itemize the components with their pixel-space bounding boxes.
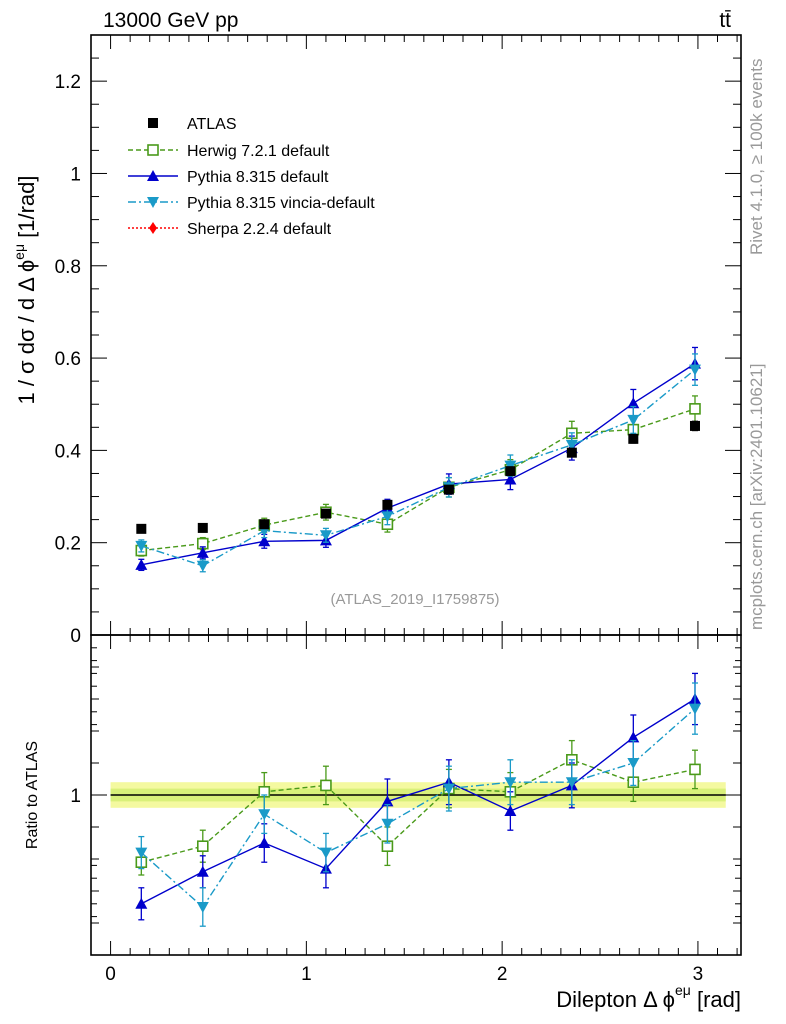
main-point-pythia-8-315-default (627, 397, 640, 409)
x-tick-label: 3 (693, 964, 704, 985)
ratio-point-pythia-8-315-default (381, 795, 394, 807)
ratio-point-pythia-8-315-default (627, 731, 640, 743)
rivet-version-label: Rivet 4.1.0, ≥ 100k events (747, 59, 766, 255)
x-title-suffix: [rad] (691, 987, 741, 1012)
main-point-atlas (259, 519, 270, 530)
main-point-atlas (197, 522, 208, 533)
main-point-atlas (382, 499, 393, 510)
main-point-pythia-8-315-vincia-default (319, 530, 332, 542)
main-point-pythia-8-315-vincia-default (135, 540, 148, 552)
ratio-line-herwig-7-2-1-default (141, 759, 696, 863)
main-point-atlas (628, 433, 639, 444)
ratio-point-pythia-8-315-vincia-default (381, 818, 394, 830)
x-title-sup: eμ (675, 982, 691, 998)
legend-entry-sherpa: Sherpa 2.2.4 default (128, 221, 332, 238)
legend-entry-pythia: Pythia 8.315 default (128, 169, 329, 186)
legend-entry-atlas: ATLAS (148, 116, 237, 133)
ratio-point-pythia-8-315-vincia-default (565, 777, 578, 789)
main-y-title-prefix: 1 / σ dσ / d Δ ϕ (14, 260, 39, 405)
main-point-atlas (566, 447, 577, 458)
ratio-point-pythia-8-315-vincia-default (258, 809, 271, 821)
legend-label-pythia: Pythia 8.315 default (187, 169, 329, 186)
ratio-point-pythia-8-315-vincia-default (504, 777, 517, 789)
main-point-pythia-8-315-vincia-default (627, 414, 640, 426)
ratio-point-pythia-8-315-vincia-default (442, 783, 455, 795)
main-point-atlas (320, 508, 331, 519)
main-point-pythia-8-315-vincia-default (565, 439, 578, 451)
main-y-tick-label: 0.4 (55, 441, 82, 462)
main-y-tick-label: 0 (70, 626, 81, 647)
ratio-point-herwig-7-2-1-default (196, 840, 209, 853)
legend: ATLAS Herwig 7.2.1 default Pythia 8.315 … (128, 116, 375, 238)
ratio-point-pythia-8-315-vincia-default (196, 902, 209, 913)
ratio-y-tick-label: 1 (70, 786, 81, 807)
main-series-herwig-7-2-1-default (135, 395, 701, 557)
ratio-point-herwig-7-2-1-default (689, 763, 701, 776)
x-axis-title: Dilepton Δ ϕeμ [rad] (556, 982, 741, 1012)
main-point-pythia-8-315-vincia-default (504, 460, 517, 472)
legend-entry-herwig: Herwig 7.2.1 default (128, 143, 330, 160)
main-series-pythia-8-315-vincia-default (135, 353, 701, 573)
main-point-atlas (443, 484, 454, 495)
ratio-y-axis-title: Ratio to ATLAS (24, 741, 41, 849)
x-tick-label: 0 (105, 964, 116, 985)
x-title-prefix: Dilepton Δ ϕ (556, 987, 675, 1012)
main-point-atlas (505, 466, 516, 477)
legend-marker-vincia (147, 197, 159, 208)
ratio-point-pythia-8-315-vincia-default (627, 758, 640, 769)
legend-entry-vincia: Pythia 8.315 vincia-default (128, 195, 375, 212)
main-point-pythia-8-315-default (196, 546, 209, 558)
ratio-point-herwig-7-2-1-default (320, 779, 332, 792)
legend-label-vincia: Pythia 8.315 vincia-default (187, 195, 375, 212)
ratio-point-pythia-8-315-default (135, 897, 148, 909)
analysis-id-label: (ATLAS_2019_I1759875) (330, 591, 499, 608)
main-line-pythia-8-315-default (141, 363, 696, 566)
legend-marker-atlas (148, 118, 158, 128)
ratio-series-pythia-8-315-vincia-default (135, 682, 701, 927)
main-point-atlas (689, 420, 700, 431)
legend-label-atlas: ATLAS (187, 116, 237, 133)
main-point-atlas (136, 523, 147, 534)
main-y-tick-label: 0.2 (55, 534, 81, 555)
main-y-tick-label: 1 (70, 164, 81, 185)
legend-label-sherpa: Sherpa 2.2.4 default (187, 221, 332, 238)
legend-label-herwig: Herwig 7.2.1 default (187, 143, 330, 160)
main-y-title-sup: eμ (11, 244, 27, 260)
data-series (135, 346, 701, 927)
main-point-pythia-8-315-default (258, 535, 271, 547)
main-point-pythia-8-315-default (135, 558, 148, 570)
ratio-point-pythia-8-315-vincia-default (688, 703, 701, 715)
legend-marker-pythia (147, 170, 159, 181)
ratio-point-pythia-8-315-vincia-default (135, 847, 148, 859)
main-line-herwig-7-2-1-default (141, 408, 696, 552)
process-label: tt̄ (719, 9, 731, 32)
ratio-point-pythia-8-315-default (504, 805, 517, 816)
main-y-tick-label: 0.8 (55, 257, 81, 278)
main-series-atlas (136, 420, 700, 534)
main-point-pythia-8-315-default (504, 473, 517, 485)
main-series-pythia-8-315-default (135, 346, 701, 572)
main-y-tick-label: 0.6 (55, 349, 81, 370)
legend-marker-sherpa (149, 222, 157, 234)
main-y-title-suffix: [1/rad] (14, 175, 39, 243)
main-point-herwig-7-2-1-default (689, 403, 701, 415)
ratio-point-pythia-8-315-default (258, 837, 271, 848)
ratio-line-pythia-8-315-vincia-default (140, 708, 696, 909)
ratio-point-pythia-8-315-default (196, 865, 209, 877)
energy-label: 13000 GeV pp (103, 9, 238, 32)
axis-ticks: 0 1 2 3 0 0.2 0.4 0.6 0.8 1 1.2 1 (55, 34, 741, 985)
mcplots-source-label: mcplots.cern.ch [arXiv:2401.10621] (747, 364, 766, 630)
legend-marker-herwig (147, 144, 159, 156)
ratio-line-pythia-8-315-default (140, 698, 696, 905)
x-tick-label: 2 (497, 964, 508, 985)
main-point-pythia-8-315-vincia-default (381, 511, 394, 523)
main-y-axis-title: 1 / σ dσ / d Δ ϕeμ [1/rad] (11, 175, 39, 404)
main-y-tick-label: 1.2 (55, 72, 81, 93)
main-line-pythia-8-315-vincia-default (141, 369, 696, 567)
main-point-pythia-8-315-vincia-default (688, 364, 701, 376)
x-tick-label: 1 (301, 964, 312, 985)
ratio-point-pythia-8-315-vincia-default (319, 847, 332, 859)
main-point-pythia-8-315-vincia-default (196, 560, 209, 572)
